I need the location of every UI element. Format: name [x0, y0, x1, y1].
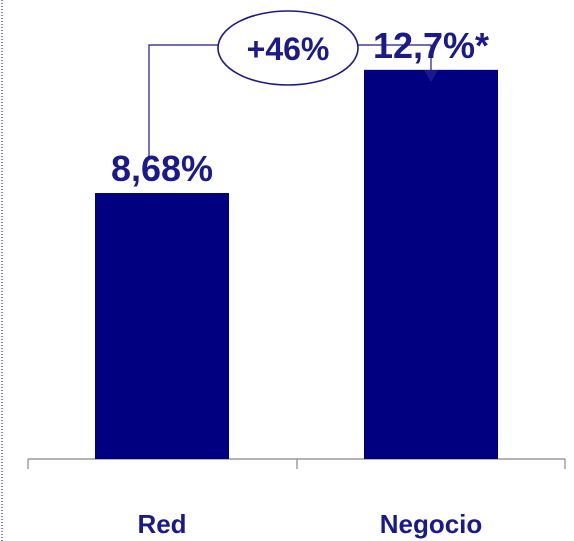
bar-negocio — [364, 69, 498, 459]
connector-line-right — [358, 44, 432, 72]
growth-annotation: +46% — [148, 10, 438, 159]
bar-red — [95, 193, 229, 459]
connector-line-left — [148, 44, 220, 159]
x-axis — [27, 458, 566, 469]
category-label-red: Red — [137, 509, 186, 539]
data-label-red: 8,68% — [111, 148, 213, 189]
arrow-down-icon — [424, 70, 438, 82]
growth-ellipse — [217, 10, 359, 86]
growth-percentage-label: +46% — [247, 31, 330, 67]
category-label-negocio: Negocio — [380, 509, 483, 539]
